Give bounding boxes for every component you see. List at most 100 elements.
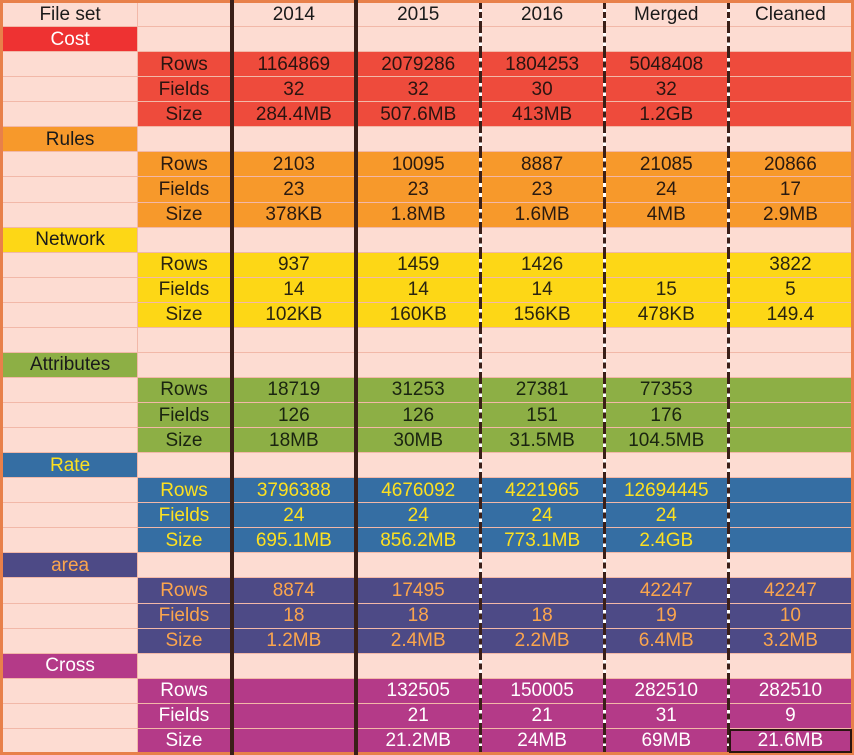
group-header-row: Rules <box>0 126 854 153</box>
metric-value: 2.2MB <box>478 627 605 654</box>
group-header-row: area <box>0 552 854 579</box>
metric-value: 18 <box>229 602 357 629</box>
group-name: Attributes <box>0 351 139 378</box>
table-row: Fields 14 14 14 15 5 <box>0 276 854 303</box>
empty-cell <box>602 326 729 353</box>
empty-cell <box>0 176 139 203</box>
metric-value <box>602 251 729 278</box>
metric-label: Rows <box>137 251 233 278</box>
table-row: Fields 21 21 31 9 <box>0 702 854 729</box>
empty-cell <box>726 26 854 53</box>
empty-cell <box>478 226 605 253</box>
metric-value: 24 <box>353 502 481 529</box>
empty-cell <box>478 452 605 479</box>
empty-cell <box>602 652 729 679</box>
blank-row <box>0 326 854 353</box>
empty-cell <box>478 351 605 378</box>
metric-value: 3796388 <box>229 477 357 504</box>
empty-cell <box>0 301 139 328</box>
metric-value: 695.1MB <box>229 527 357 554</box>
metric-value: 20866 <box>726 151 854 178</box>
column-header: File set <box>0 0 139 28</box>
empty-cell <box>602 452 729 479</box>
metric-value: 12694445 <box>602 477 729 504</box>
metric-value <box>726 401 854 429</box>
empty-cell <box>137 652 233 679</box>
empty-cell <box>0 401 139 429</box>
metric-value: 478KB <box>602 301 729 328</box>
metric-value: 24MB <box>478 727 605 755</box>
metric-value <box>726 376 854 404</box>
empty-cell <box>353 652 481 679</box>
empty-cell <box>726 652 854 679</box>
empty-cell <box>229 326 357 353</box>
empty-cell <box>0 427 139 454</box>
metric-value: 3822 <box>726 251 854 278</box>
empty-cell <box>353 26 481 53</box>
metric-value: 27381 <box>478 376 605 404</box>
metric-value: 77353 <box>602 376 729 404</box>
metric-value: 5048408 <box>602 51 729 78</box>
metric-value: 31253 <box>353 376 481 404</box>
empty-cell <box>0 602 139 629</box>
empty-cell <box>0 502 139 529</box>
metric-value: 284.4MB <box>229 101 357 128</box>
column-header: 2016 <box>478 0 605 28</box>
table-row: Rows 3796388 4676092 4221965 12694445 <box>0 477 854 504</box>
metric-value: 1164869 <box>229 51 357 78</box>
metric-value: 1804253 <box>478 51 605 78</box>
group-header-row: Cost <box>0 26 854 53</box>
metric-value: 30 <box>478 76 605 103</box>
metric-value: 42247 <box>726 577 854 604</box>
metric-value <box>726 427 854 454</box>
table-row: Size 21.2MB 24MB 69MB 21.6MB <box>0 727 854 755</box>
empty-cell <box>726 326 854 353</box>
table-row: Fields 23 23 23 24 17 <box>0 176 854 203</box>
empty-cell <box>602 26 729 53</box>
table-row: Size 1.2MB 2.4MB 2.2MB 6.4MB 3.2MB <box>0 627 854 654</box>
table-row: Fields 18 18 18 19 10 <box>0 602 854 629</box>
group-header-row: Cross <box>0 652 854 679</box>
metric-value: 126 <box>353 401 481 429</box>
metric-value: 132505 <box>353 677 481 704</box>
metric-value: 32 <box>602 76 729 103</box>
metric-label: Rows <box>137 577 233 604</box>
empty-cell <box>137 552 233 579</box>
metric-label: Rows <box>137 151 233 178</box>
metric-value: 102KB <box>229 301 357 328</box>
metric-value: 18 <box>353 602 481 629</box>
metric-value: 18MB <box>229 427 357 454</box>
metric-value: 1459 <box>353 251 481 278</box>
table-row: Fields 32 32 30 32 <box>0 76 854 103</box>
empty-cell <box>229 351 357 378</box>
group-name: area <box>0 552 139 579</box>
empty-cell <box>0 527 139 554</box>
table-row: Size 284.4MB 507.6MB 413MB 1.2GB <box>0 101 854 128</box>
metric-value: 1.6MB <box>478 201 605 228</box>
empty-cell <box>0 76 139 103</box>
metric-value: 31 <box>602 702 729 729</box>
metric-value: 2103 <box>229 151 357 178</box>
metric-value: 282510 <box>726 677 854 704</box>
metric-value: 1426 <box>478 251 605 278</box>
column-header: 2015 <box>353 0 481 28</box>
metric-label: Fields <box>137 401 233 429</box>
metric-label: Fields <box>137 76 233 103</box>
table-row: Rows 8874 17495 42247 42247 <box>0 577 854 604</box>
metric-value: 2.4MB <box>353 627 481 654</box>
table-row: Rows 937 1459 1426 3822 <box>0 251 854 278</box>
metric-value: 32 <box>353 76 481 103</box>
empty-cell <box>137 126 233 153</box>
table-row: Rows 18719 31253 27381 77353 <box>0 376 854 404</box>
metric-value: 104.5MB <box>602 427 729 454</box>
metric-value: 21 <box>353 702 481 729</box>
empty-cell <box>0 276 139 303</box>
metric-label: Fields <box>137 276 233 303</box>
empty-cell <box>0 477 139 504</box>
empty-cell <box>602 351 729 378</box>
metric-value: 21.2MB <box>353 727 481 755</box>
empty-cell <box>726 226 854 253</box>
empty-cell <box>137 226 233 253</box>
metric-value <box>229 727 357 755</box>
